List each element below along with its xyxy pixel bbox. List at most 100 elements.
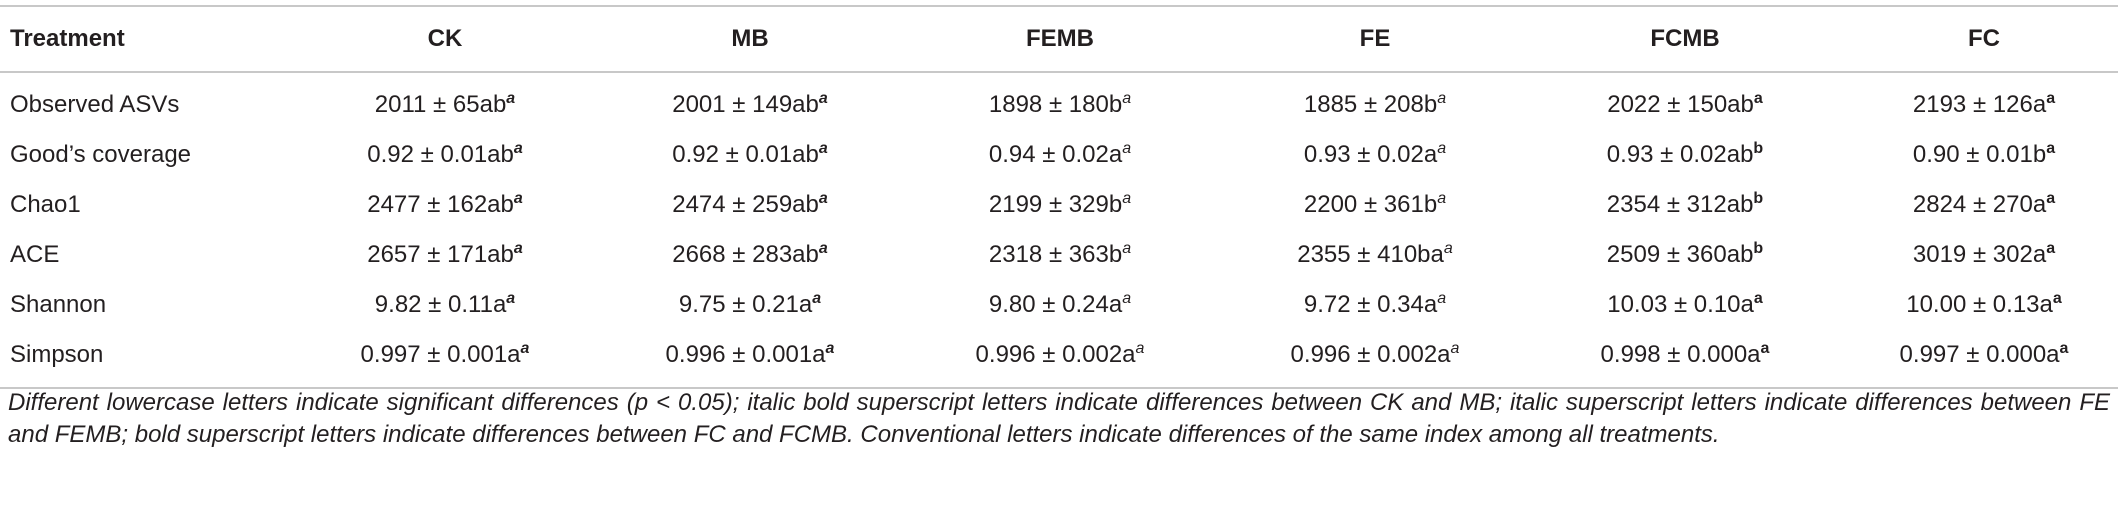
row-label: Shannon: [10, 291, 107, 318]
cell-value: 2657 ± 171ab: [367, 241, 514, 268]
table-cell: 9.80 ± 0.24aa: [890, 280, 1230, 330]
significance-letter: a: [1437, 90, 1447, 107]
cell-value: 10.03 ± 0.10a: [1607, 291, 1754, 318]
cell-value: 2318 ± 363b: [988, 241, 1123, 268]
cell-value: 0.92 ± 0.01ab: [367, 141, 514, 168]
significance-letter: a: [1760, 340, 1770, 357]
header-cell: CK: [427, 25, 463, 52]
significance-letter: a: [1122, 190, 1132, 207]
table-cell: 0.997 ± 0.001aa: [280, 330, 610, 388]
table-cell: 2022 ± 150aba: [1520, 72, 1850, 130]
cell-value: 2193 ± 126a: [1912, 91, 2047, 118]
table-cell: 1885 ± 208ba: [1230, 72, 1520, 130]
significance-letter: a: [1122, 90, 1132, 107]
cell-value: 1898 ± 180b: [988, 91, 1123, 118]
cell-value: 0.996 ± 0.002a: [1290, 341, 1451, 368]
cell-value: 2001 ± 149ab: [672, 91, 819, 118]
significance-letter: a: [1753, 90, 1763, 107]
table-cell: 0.996 ± 0.002aa: [890, 330, 1230, 388]
cell-value: 0.92 ± 0.01ab: [672, 141, 819, 168]
cell-value: 0.93 ± 0.02ab: [1606, 141, 1754, 168]
table-cell: 0.996 ± 0.002aa: [1230, 330, 1520, 388]
significance-letter: a: [1443, 240, 1453, 257]
header-cell: FC: [1968, 25, 2000, 52]
significance-letter: b: [1753, 190, 1764, 207]
table-cell: 3019 ± 302aa: [1850, 230, 2118, 280]
table-cell: 0.90 ± 0.01ba: [1850, 130, 2118, 180]
table-cell: 2199 ± 329ba: [890, 180, 1230, 230]
table-cell: 1898 ± 180ba: [890, 72, 1230, 130]
significance-letter: a: [1437, 140, 1447, 157]
cell-value: 0.998 ± 0.000a: [1600, 341, 1761, 368]
table-cell: 2355 ± 410baa: [1230, 230, 1520, 280]
significance-letter: a: [513, 240, 523, 257]
cell-value: 9.80 ± 0.24a: [988, 291, 1123, 318]
significance-letter: a: [1437, 290, 1447, 307]
significance-letter: a: [818, 240, 828, 257]
row-label: Chao1: [10, 191, 81, 218]
cell-value: 2668 ± 283ab: [672, 241, 819, 268]
cell-value: 0.93 ± 0.02a: [1303, 141, 1438, 168]
cell-value: 0.997 ± 0.000a: [1899, 341, 2060, 368]
significance-letter: a: [1450, 340, 1460, 357]
table-row: Good’s coverage 0.92 ± 0.01aba 0.92 ± 0.01…: [0, 130, 2118, 180]
significance-letter: a: [1122, 290, 1132, 307]
cell-value: 2354 ± 312ab: [1606, 191, 1754, 218]
row-label: Observed ASVs: [10, 91, 180, 118]
significance-letter: b: [1753, 240, 1764, 257]
significance-letter: a: [812, 290, 822, 307]
row-label: Good’s coverage: [10, 141, 192, 168]
header-cell: FCMB: [1650, 25, 1720, 52]
significance-letter: b: [1753, 140, 1764, 157]
significance-letter: a: [2059, 340, 2069, 357]
table-cell: 2657 ± 171aba: [280, 230, 610, 280]
significance-letter: a: [1437, 190, 1447, 207]
table-cell: 0.93 ± 0.02aa: [1230, 130, 1520, 180]
table-cell: 0.997 ± 0.000aa: [1850, 330, 2118, 388]
cell-value: 9.75 ± 0.21a: [678, 291, 813, 318]
table-cell: 0.998 ± 0.000aa: [1520, 330, 1850, 388]
table-cell: 2011 ± 65aba: [280, 72, 610, 130]
cell-value: 3019 ± 302a: [1912, 241, 2047, 268]
cell-value: 2355 ± 410ba: [1297, 241, 1444, 268]
cell-value: 2200 ± 361b: [1303, 191, 1438, 218]
table-cell: 0.94 ± 0.02aa: [890, 130, 1230, 180]
significance-letter: a: [506, 90, 516, 107]
cell-value: 0.94 ± 0.02a: [988, 141, 1123, 168]
table-cell: 2509 ± 360abb: [1520, 230, 1850, 280]
cell-value: 2824 ± 270a: [1912, 191, 2047, 218]
table-cell: 9.72 ± 0.34aa: [1230, 280, 1520, 330]
cell-value: 9.82 ± 0.11a: [374, 291, 507, 318]
cell-value: 0.996 ± 0.001a: [665, 341, 826, 368]
footnote: Different lowercase letters indicate sig…: [8, 389, 2110, 448]
cell-value: 2474 ± 259ab: [672, 191, 819, 218]
table-row: Shannon 9.82 ± 0.11aa 9.75 ± 0.21aa 9.80 ± …: [0, 280, 2118, 330]
table-cell: 2354 ± 312abb: [1520, 180, 1850, 230]
table-cell: 2474 ± 259aba: [610, 180, 890, 230]
table-cell: 2193 ± 126aa: [1850, 72, 2118, 130]
significance-letter: a: [1122, 240, 1132, 257]
table-cell: 9.82 ± 0.11aa: [280, 280, 610, 330]
table-cell: 0.92 ± 0.01aba: [610, 130, 890, 180]
cell-value: 2509 ± 360ab: [1606, 241, 1754, 268]
header-cell: MB: [731, 25, 769, 52]
header-row: Treatment CK MB FEMB FE FCMB FC: [0, 6, 2118, 72]
table-cell: 0.92 ± 0.01aba: [280, 130, 610, 180]
significance-letter: a: [1122, 140, 1132, 157]
table-cell: 2477 ± 162aba: [280, 180, 610, 230]
table-cell: 2001 ± 149aba: [610, 72, 890, 130]
table-cell: 2318 ± 363ba: [890, 230, 1230, 280]
row-label: Simpson: [10, 341, 104, 368]
significance-letter: a: [818, 90, 828, 107]
cell-value: 2199 ± 329b: [988, 191, 1123, 218]
significance-letter: a: [1753, 290, 1763, 307]
table-cell: 0.93 ± 0.02abb: [1520, 130, 1850, 180]
table-cell: 2824 ± 270aa: [1850, 180, 2118, 230]
table-cell: 2200 ± 361ba: [1230, 180, 1520, 230]
table-cell: 10.03 ± 0.10aa: [1520, 280, 1850, 330]
cell-value: 2022 ± 150ab: [1607, 91, 1754, 118]
significance-letter: a: [513, 190, 523, 207]
table-row: Chao1 2477 ± 162aba 2474 ± 259aba 2199 ± 32…: [0, 180, 2118, 230]
significance-letter: a: [513, 140, 523, 157]
